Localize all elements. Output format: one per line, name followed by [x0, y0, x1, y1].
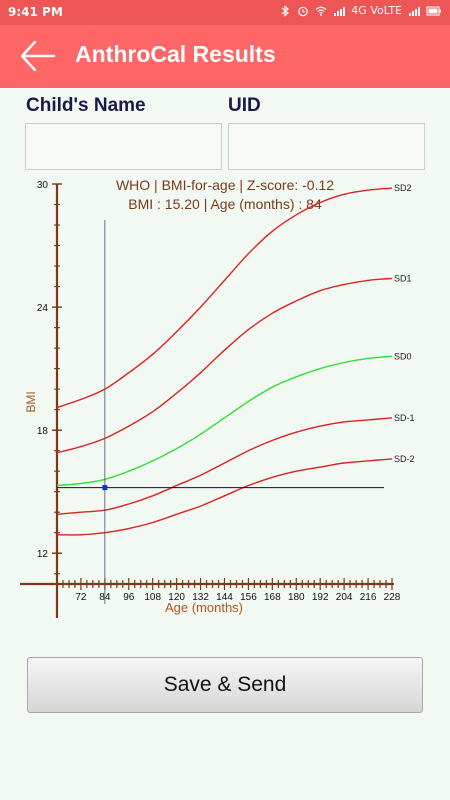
x-tick-label: 132: [192, 592, 209, 603]
y-axis-label: BMI: [24, 391, 38, 412]
x-tick-label: 120: [168, 592, 185, 603]
x-tick-label: 180: [288, 592, 305, 603]
status-time: 9:41 PM: [8, 5, 63, 19]
alarm-icon: [298, 6, 309, 16]
x-tick-label: 156: [240, 592, 257, 603]
arrow-left-icon: [20, 40, 56, 72]
series-label: SD-2: [394, 454, 415, 464]
x-tick-label: 228: [384, 592, 401, 603]
child-name-label: Child's Name: [26, 95, 146, 116]
data-point-marker: [102, 485, 108, 491]
uid-label: UID: [228, 95, 261, 116]
uid-input[interactable]: [228, 123, 425, 170]
series-label: SD-1: [394, 413, 415, 423]
save-send-button[interactable]: Save & Send: [27, 657, 423, 713]
x-tick-label: 108: [144, 592, 161, 603]
bmi-for-age-chart: WHO | BMI-for-age | Z-score: -0.12 BMI :…: [20, 177, 415, 618]
x-tick-label: 216: [360, 592, 377, 603]
series-line-sd2: [56, 187, 393, 409]
status-bar: 9:41 PM 4G VoLTE: [0, 0, 450, 25]
page-title: AnthroCal Results: [75, 41, 276, 67]
signal-icon: [334, 6, 346, 16]
child-name-input[interactable]: [25, 123, 222, 170]
y-tick-label: 12: [37, 549, 49, 560]
series-label: SD0: [394, 351, 412, 361]
y-tick-label: 24: [37, 303, 49, 314]
x-tick-label: 168: [264, 592, 281, 603]
series-label: SD1: [394, 273, 412, 283]
x-tick-label: 204: [336, 592, 353, 603]
y-tick-label: 18: [37, 426, 49, 437]
status-icons: 4G VoLTE: [279, 4, 442, 17]
series-line-sd1: [56, 417, 393, 515]
y-tick-label: 30: [37, 180, 49, 191]
chart-title-line1: WHO | BMI-for-age | Z-score: -0.12: [116, 177, 334, 193]
signal-icon: [409, 6, 420, 16]
bluetooth-icon: [281, 4, 290, 17]
series-line-sd1: [56, 277, 393, 454]
wifi-icon: [315, 6, 327, 16]
app-bar: AnthroCal Results: [0, 25, 450, 88]
series-label: SD2: [394, 183, 412, 193]
chart-title-line2: BMI : 15.20 | Age (months) : 84: [128, 196, 322, 212]
battery-icon: [426, 5, 441, 16]
network-label: 4G VoLTE: [351, 4, 402, 17]
back-button[interactable]: [18, 39, 58, 73]
x-tick-label: 72: [75, 592, 87, 603]
x-tick-label: 96: [123, 592, 135, 603]
series-line-sd2: [56, 458, 393, 536]
x-tick-label: 144: [216, 592, 233, 603]
x-axis-label: Age (months): [165, 600, 243, 615]
series-line-sd0: [56, 355, 393, 487]
x-tick-label: 192: [312, 592, 329, 603]
